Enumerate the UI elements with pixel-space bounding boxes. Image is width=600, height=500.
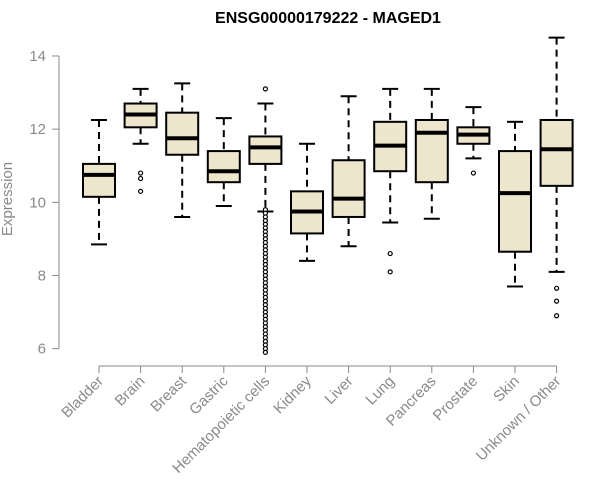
box-group	[498, 120, 532, 288]
box-group	[248, 86, 283, 355]
x-tick-label: Breast	[147, 372, 190, 415]
y-tick-label: 12	[29, 121, 46, 138]
x-tick-label: Skin	[490, 373, 523, 406]
box-iqr	[165, 111, 200, 156]
box-iqr	[414, 118, 449, 184]
box-iqr	[206, 150, 241, 184]
y-tick-label: 14	[29, 48, 46, 65]
x-tick-label: Kidney	[270, 372, 315, 417]
box-group	[331, 95, 366, 248]
outlier-point	[138, 188, 144, 194]
y-tick-label: 6	[38, 341, 46, 358]
box-group	[82, 118, 116, 246]
outlier-point	[262, 86, 268, 92]
box-group	[165, 82, 200, 218]
y-axis-label: Expression	[0, 162, 16, 236]
outlier-point	[470, 170, 476, 176]
y-tick-label: 8	[38, 268, 46, 285]
outlier-point	[387, 250, 393, 257]
x-tick-label: Prostate	[430, 373, 482, 425]
box-iqr	[248, 135, 283, 165]
outlier-point	[553, 298, 560, 304]
box-group	[123, 87, 158, 194]
box-iqr	[539, 118, 574, 187]
outlier-point	[553, 285, 560, 291]
outlier-point	[262, 349, 268, 355]
y-axis: 6 8 10 12 14	[29, 48, 60, 358]
outlier-point	[138, 170, 144, 176]
x-tick-label: Bladder	[58, 373, 107, 422]
box-group	[290, 142, 324, 262]
box-iqr	[331, 159, 366, 218]
box-group	[206, 117, 241, 207]
box-group	[414, 87, 449, 220]
box-group	[373, 87, 408, 275]
x-tick-label: Lung	[362, 373, 398, 409]
box-group	[539, 36, 574, 319]
outlier-point	[387, 269, 393, 275]
box-group	[456, 106, 491, 176]
outlier-point	[138, 175, 144, 182]
x-tick-label: Brain	[112, 373, 149, 410]
boxes	[82, 36, 574, 355]
chart-title: ENSG00000179222 - MAGED1	[215, 10, 441, 27]
box-iqr	[498, 150, 532, 253]
y-tick-label: 10	[29, 194, 46, 211]
x-tick-label: Liver	[321, 373, 356, 408]
box-iqr	[82, 162, 116, 198]
outlier-point	[553, 313, 560, 319]
